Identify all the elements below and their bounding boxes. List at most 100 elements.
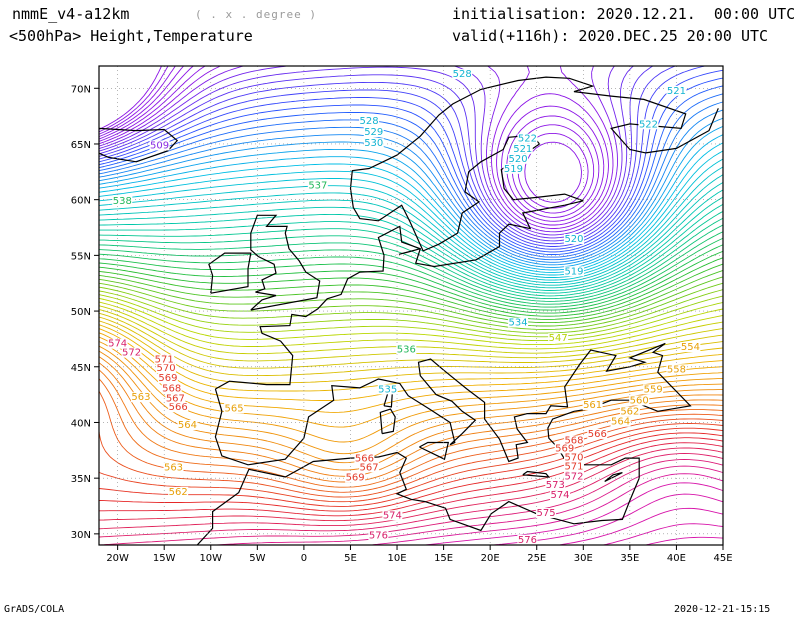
contour-550: [99, 312, 723, 369]
contour-566: [99, 423, 723, 503]
contour-label-bg: [307, 180, 328, 191]
lat-label: 55N: [71, 251, 91, 262]
contour-label: 569: [555, 443, 574, 454]
contour-label: 573: [546, 480, 565, 491]
contour-506: [99, 66, 614, 229]
contour-label: 567: [360, 462, 379, 473]
contour-label: 568: [162, 383, 181, 394]
contour-label-bg: [629, 395, 650, 406]
contour-label-bg: [563, 234, 584, 245]
contour-label: 558: [667, 364, 686, 375]
contour-509: [99, 66, 635, 239]
contour-520: [99, 125, 723, 268]
contour-548: [99, 305, 723, 355]
lon-label: 20E: [481, 553, 500, 564]
contour-label-bg: [168, 402, 189, 413]
lon-label: 5W: [249, 553, 265, 564]
axis-labels: 20W 15W 10W 5W 0 5E 10E 15E 20E 25E 30E 35E 40E 45E 70…: [71, 84, 733, 564]
contour-528: [99, 189, 723, 289]
contour-label: 564: [178, 420, 197, 431]
model-name: nmmE_v4-a12km: [12, 5, 130, 23]
contour-label: 521: [513, 144, 532, 155]
contour-549: [99, 309, 723, 362]
footer-credit: GrADS/COLA: [4, 604, 65, 615]
contour-label-bg: [161, 383, 182, 394]
contour-507: [99, 66, 618, 233]
contour-500: [99, 66, 582, 203]
contour-label-bg: [508, 153, 529, 164]
lon-label: 30E: [574, 553, 593, 564]
contour-label: 562: [620, 407, 639, 418]
contour-label: 570: [157, 363, 176, 374]
contour-533: [99, 224, 723, 302]
contour-label-bg: [382, 510, 403, 521]
contour-544: [99, 290, 723, 338]
contour-label: 528: [360, 116, 379, 127]
contour-label-bg: [548, 333, 569, 344]
contour-label: 559: [644, 384, 663, 395]
contour-label-bg: [354, 453, 375, 464]
contour-568: [99, 432, 723, 512]
coast-africa: [196, 410, 640, 545]
contour-label-bg: [452, 69, 473, 80]
contour-label-bg: [517, 534, 538, 545]
contour-label: 520: [564, 234, 583, 245]
coast-crete: [522, 470, 551, 478]
contour-538: [99, 257, 723, 317]
contour-label-bg: [545, 480, 566, 491]
contour-label: 569: [346, 472, 365, 483]
contour-569: [99, 437, 723, 517]
contour-519: [99, 117, 723, 266]
contour-514: [99, 77, 723, 253]
contour-label: 576: [518, 535, 537, 546]
lat-label: 70N: [71, 84, 91, 95]
coast-scandinavia: [349, 76, 719, 252]
contour-label-bg: [359, 115, 380, 126]
contour-label-bg: [224, 403, 245, 414]
contour-534: [99, 231, 723, 305]
contour-label-bg: [503, 163, 524, 174]
contour-label-bg: [587, 428, 608, 439]
contour-543: [99, 286, 723, 334]
lon-label: 25E: [527, 553, 546, 564]
contour-label-bg: [563, 452, 584, 463]
contour-label-bg: [680, 342, 701, 353]
contour-label: 574: [550, 490, 569, 501]
contour-label-bg: [107, 338, 128, 349]
contour-541: [99, 276, 723, 327]
level-title: <500hPa> Height,Temperature: [9, 27, 253, 45]
contour-label: 568: [564, 436, 583, 447]
contour-label: 519: [504, 164, 523, 175]
lat-label: 65N: [71, 140, 91, 151]
contour-label: 570: [564, 452, 583, 463]
contour-label: 565: [224, 403, 243, 414]
contour-label-bg: [149, 140, 170, 151]
contour-label-bg: [582, 399, 603, 410]
contour-label: 571: [155, 354, 174, 365]
coast-sardinia: [379, 408, 396, 435]
lon-label: 35E: [620, 553, 639, 564]
contour-label: 536: [397, 344, 416, 355]
contour-510: [99, 66, 654, 242]
lon-label: 10W: [199, 553, 222, 564]
contour-511: [99, 66, 677, 245]
contour-label: 522: [518, 134, 537, 145]
contour-536: [99, 244, 723, 311]
contour-label-bg: [643, 384, 664, 395]
contour-529: [99, 196, 723, 291]
coast-iceland: [99, 127, 179, 163]
contour-label-bg: [363, 127, 384, 138]
lat-label: 35N: [71, 474, 91, 485]
contour-535: [99, 237, 723, 308]
axis-ticks: [94, 87, 724, 550]
contour-label-bg: [508, 317, 529, 328]
contour-label-bg: [168, 486, 189, 497]
contour-504: [99, 66, 605, 222]
contour-label: 563: [131, 392, 150, 403]
contour-557: [99, 340, 723, 443]
coast-zealand: [398, 248, 421, 255]
init-time: initialisation: 2020.12.21. 00:00 UTC: [452, 5, 796, 23]
lat-label: 60N: [71, 196, 91, 207]
footer-timestamp: 2020-12-21-15:15: [674, 604, 771, 615]
